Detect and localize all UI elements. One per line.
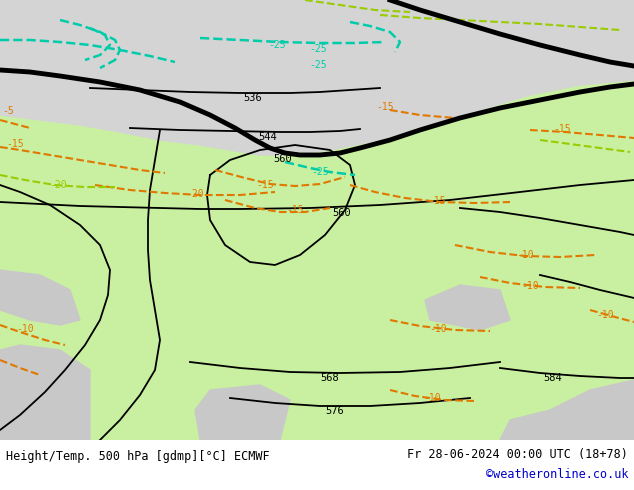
Text: -25: -25 [311,167,329,177]
Text: -15: -15 [428,196,446,206]
Polygon shape [195,385,290,440]
Text: -5: -5 [2,106,14,116]
Text: -15: -15 [376,102,394,112]
Polygon shape [500,380,634,440]
Text: 584: 584 [543,373,562,383]
Text: 544: 544 [259,132,278,142]
Polygon shape [0,345,90,440]
Text: -10: -10 [429,324,447,334]
Text: 576: 576 [326,406,344,416]
Text: 560: 560 [274,154,292,164]
Polygon shape [425,285,510,330]
Text: -10: -10 [521,281,539,291]
Text: 560: 560 [333,208,351,218]
Text: -20: -20 [186,189,204,199]
Text: ©weatheronline.co.uk: ©weatheronline.co.uk [486,467,628,481]
Text: -10: -10 [516,250,534,260]
Text: -10: -10 [596,310,614,320]
Text: -25: -25 [309,60,327,70]
Polygon shape [0,270,80,325]
Text: -15: -15 [6,139,24,149]
Polygon shape [0,0,634,155]
Text: -10: -10 [423,393,441,403]
Text: -15: -15 [286,205,304,215]
Text: -25: -25 [268,40,286,50]
Text: 536: 536 [243,93,262,103]
Text: -10: -10 [16,324,34,334]
Text: -15: -15 [256,180,274,190]
Text: -15: -15 [553,124,571,134]
Text: 568: 568 [321,373,339,383]
Text: Fr 28-06-2024 00:00 UTC (18+78): Fr 28-06-2024 00:00 UTC (18+78) [407,447,628,461]
Text: -25: -25 [309,44,327,54]
Text: -20: -20 [49,180,67,190]
Text: Height/Temp. 500 hPa [gdmp][°C] ECMWF: Height/Temp. 500 hPa [gdmp][°C] ECMWF [6,449,269,463]
